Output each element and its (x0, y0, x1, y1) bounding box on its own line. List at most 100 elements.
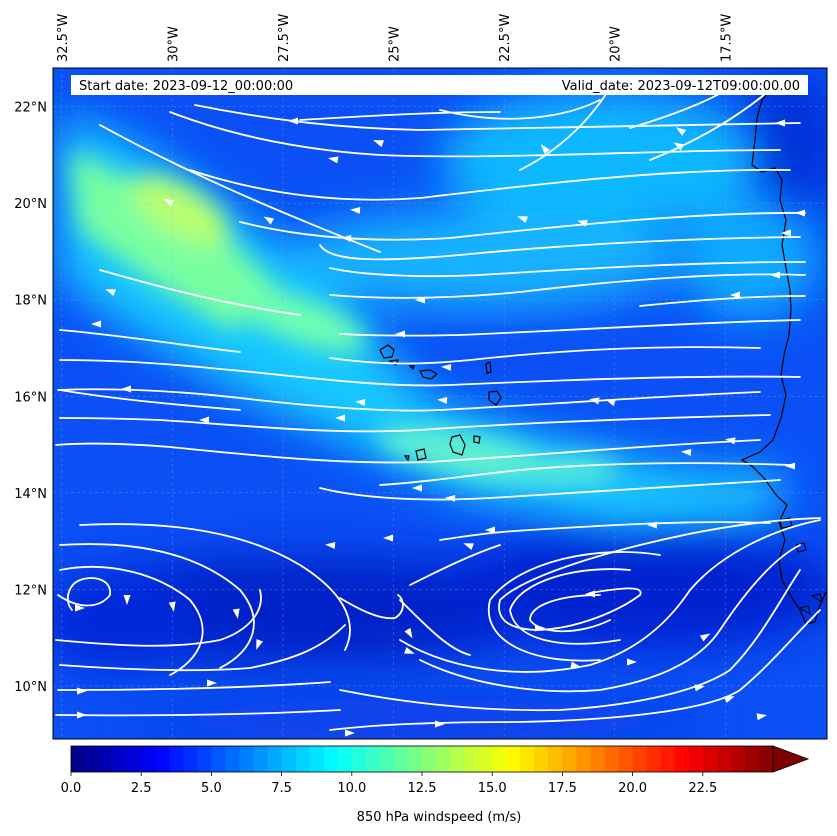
colorbar-level (197, 746, 212, 772)
colorbar-level (464, 746, 479, 772)
streamline-arrow (288, 117, 298, 125)
streamline (59, 414, 771, 433)
colorbar-level (520, 746, 535, 772)
streamline-arrow (77, 687, 87, 695)
longitude-labels: 32.5°W 30°W 27.5°W 25°W 22.5°W 20°W 17.5°W (56, 14, 734, 62)
colorbar-tick-label: 17.5 (548, 781, 577, 796)
colorbar-tick-label: 12.5 (408, 781, 437, 796)
streamline-arrow (770, 271, 780, 279)
streamline (339, 319, 801, 337)
colorbar-level (225, 746, 241, 772)
longitude-label: 22.5°W (498, 14, 513, 62)
streamline (59, 389, 241, 411)
colorbar-level (674, 746, 690, 772)
streamline-arrow (121, 385, 131, 393)
colorbar-tick-label: 2.5 (131, 781, 152, 796)
colorbar-level (604, 746, 620, 772)
colorbar-tick-label: 10.0 (337, 781, 366, 796)
latitude-label: 22°N (14, 101, 47, 116)
streamline-arrow (730, 291, 740, 299)
streamline-arrow (404, 627, 413, 639)
colorbar-level (702, 746, 718, 772)
colorbar-level (478, 746, 493, 772)
streamline-arrow (605, 399, 616, 406)
colorbar-level (183, 746, 198, 772)
streamline-arrow (373, 140, 384, 147)
colorbar-level (113, 746, 128, 772)
colorbar-level (660, 746, 676, 772)
streamline (409, 544, 501, 586)
streamline-arrow (535, 624, 545, 632)
streamline (399, 519, 821, 673)
streamline-arrow (199, 416, 209, 424)
colorbar-level (211, 746, 227, 772)
low-windspeed-areas (53, 70, 827, 739)
streamline-arrow (570, 661, 581, 669)
colorbar-level (85, 746, 100, 772)
colorbar-level (758, 746, 774, 772)
streamline (55, 709, 341, 717)
streamline (339, 594, 404, 620)
streamline-arrow (699, 633, 711, 642)
colorbar-level (295, 746, 311, 772)
streamline (59, 543, 255, 669)
streamline-arrow (785, 462, 795, 470)
colorbar-level (576, 746, 592, 772)
colorbar-level (239, 746, 255, 772)
colorbar-level (716, 746, 732, 772)
streamline-arrow (463, 543, 474, 550)
streamline-arrow (577, 219, 588, 227)
streamline (79, 523, 351, 651)
colorbar-level (351, 746, 367, 772)
colorbar-tick-label: 5.0 (201, 781, 222, 796)
streamline-arrow (647, 521, 657, 529)
streamline (639, 295, 806, 307)
colorbar-level (99, 746, 114, 772)
colorbar-level (155, 746, 170, 772)
colorbar-level (730, 746, 746, 772)
colorbar-level (548, 746, 563, 772)
colorbar-tick-label: 15.0 (478, 781, 507, 796)
streamline (99, 269, 301, 316)
colorbar-level (407, 746, 423, 772)
streamline-arrow (415, 296, 425, 304)
date-header-box (71, 75, 808, 95)
streamline-arrow (781, 229, 791, 237)
colorbar-level (646, 746, 662, 772)
streamline (57, 681, 331, 691)
streamline-arrow (627, 658, 637, 666)
coastal-islands (779, 517, 823, 616)
streamline-arrow (395, 330, 405, 338)
streamline (319, 479, 781, 501)
streamline-arrow (673, 142, 685, 151)
streamline (59, 624, 346, 672)
valid-date-text: Valid_date: 2023-09-12T09:00:00.00 (562, 79, 800, 94)
streamline-arrow (445, 494, 456, 502)
latitude-label: 18°N (14, 294, 47, 309)
streamline-arrow (123, 595, 131, 605)
colorbar-level (422, 746, 437, 772)
streamline (649, 89, 771, 161)
colorbar-level (450, 746, 465, 772)
colorbar-level (492, 746, 507, 772)
colorbar-level (281, 746, 297, 772)
streamline-arrow (168, 601, 176, 612)
map-gridlines (53, 68, 827, 739)
streamline-arrow (263, 216, 275, 225)
colorbar-level (309, 746, 325, 772)
latitude-label: 14°N (14, 487, 47, 502)
streamline-arrow (355, 398, 366, 406)
streamline-arrow (675, 127, 687, 136)
streamline-arrow (232, 608, 240, 619)
streamline (379, 462, 791, 486)
streamline (239, 212, 806, 241)
streamline (57, 577, 111, 611)
colorbar-tick-label: 20.0 (618, 781, 647, 796)
latitude-label: 20°N (14, 197, 47, 212)
colorbar-level (632, 746, 648, 772)
streamline (439, 99, 601, 120)
wind-streamlines (55, 81, 821, 737)
colorbar-level (253, 746, 269, 772)
colorbar-label: 850 hPa windspeed (m/s) (357, 810, 522, 825)
